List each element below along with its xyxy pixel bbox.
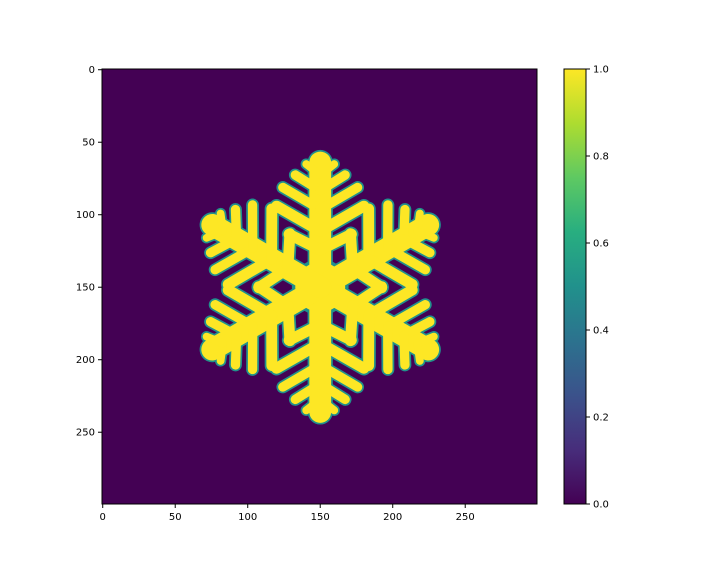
snowflake-branch <box>383 200 393 253</box>
snowflake-branch <box>315 379 350 405</box>
colorbar-tick-label: 0.0 <box>593 500 609 511</box>
snowflake-branch <box>230 204 242 244</box>
snowflake-branch <box>383 321 393 375</box>
colorbar-tick-label: 0.4 <box>593 326 609 337</box>
y-tick-label: 150 <box>76 283 95 294</box>
snowflake-branch <box>282 228 296 274</box>
snowflake-branch <box>205 317 242 341</box>
snowflake-branch <box>271 200 326 237</box>
snowflake-branch <box>363 284 418 321</box>
x-tick-label: 100 <box>238 512 257 523</box>
snowflake-branch <box>314 319 357 346</box>
x-axis: 0 50 100 150 200 250 <box>100 504 475 523</box>
snowflake-branch <box>302 395 325 415</box>
snowflake-branch <box>210 243 258 275</box>
colorbar-gradient <box>564 69 586 504</box>
snowflake-branch <box>290 170 325 196</box>
snowflake-branch <box>413 227 438 242</box>
snowflake-branch <box>314 200 370 237</box>
snowflake-branch <box>383 300 431 331</box>
snowflake-branch <box>253 263 294 294</box>
colorbar-tick-label: 0.2 <box>593 413 609 424</box>
snowflake-branch <box>230 330 242 370</box>
y-tick-label: 250 <box>76 428 95 439</box>
snowflake-branch <box>282 300 296 347</box>
y-axis: 0 50 100 150 200 250 <box>76 65 102 439</box>
snowflake-branch <box>205 234 242 258</box>
snowflake-core <box>201 151 440 423</box>
y-tick-label: 0 <box>89 65 95 76</box>
snowflake-branch <box>222 253 278 290</box>
snowflake-branch <box>363 253 418 290</box>
image-area <box>101 68 538 505</box>
snowflake-branch <box>271 337 326 374</box>
snowflake-branch <box>413 339 424 365</box>
snowflake-branch <box>347 281 388 312</box>
snowflake-branch <box>290 379 325 405</box>
snowflake-heatmap-content <box>199 149 441 425</box>
snowflake-arm <box>201 200 332 299</box>
snowflake-arm <box>309 276 440 375</box>
snowflake-branch <box>278 360 325 392</box>
snowflake-branch <box>314 337 370 374</box>
colorbar-axis: 0.0 0.2 0.4 0.6 0.8 1.0 <box>586 65 609 511</box>
snowflake-branch <box>315 360 363 392</box>
snowflake-branch <box>315 182 363 214</box>
y-tick-label: 200 <box>76 355 95 366</box>
snowflake-branch <box>315 170 350 196</box>
colorbar-frame <box>563 68 587 505</box>
x-tick-label: 150 <box>311 512 330 523</box>
snowflake-branch <box>202 332 227 348</box>
colorbar-tick-label: 0.8 <box>593 152 609 163</box>
snowflake-branch <box>210 300 258 331</box>
snowflake-branch <box>399 317 435 341</box>
snowflake-arm <box>309 200 440 299</box>
snowflake-branch <box>399 234 435 258</box>
snowflake-branch <box>383 243 431 275</box>
snowflake-branch <box>216 209 227 236</box>
snowflake-branch <box>247 200 258 253</box>
snowflake-branch <box>222 284 278 321</box>
x-tick-label: 50 <box>169 512 182 523</box>
x-tick-label: 250 <box>456 512 475 523</box>
snowflake-branch <box>345 228 359 274</box>
y-tick-label: 100 <box>76 210 95 221</box>
snowflake-branch <box>266 309 278 372</box>
snowflake-branch <box>399 204 410 244</box>
snowflake-branch <box>316 160 339 179</box>
snowflake-branch <box>363 203 375 265</box>
colorbar-tick-label: 1.0 <box>593 65 609 76</box>
y-tick-label: 50 <box>82 138 95 149</box>
snowflake-arm <box>271 151 370 299</box>
snowflake-branch <box>247 321 258 375</box>
snowflake-branch <box>363 309 375 372</box>
x-tick-label: 0 <box>100 512 106 523</box>
snowflake-branch <box>278 182 325 214</box>
snowflake-branch <box>399 330 410 370</box>
image-frame <box>101 68 538 505</box>
snowflake-branch <box>266 203 278 265</box>
x-tick-label: 200 <box>383 512 402 523</box>
colorbar: 0.0 0.2 0.4 0.6 0.8 1.0 <box>563 65 609 511</box>
colorbar-tick-label: 0.6 <box>593 239 609 250</box>
